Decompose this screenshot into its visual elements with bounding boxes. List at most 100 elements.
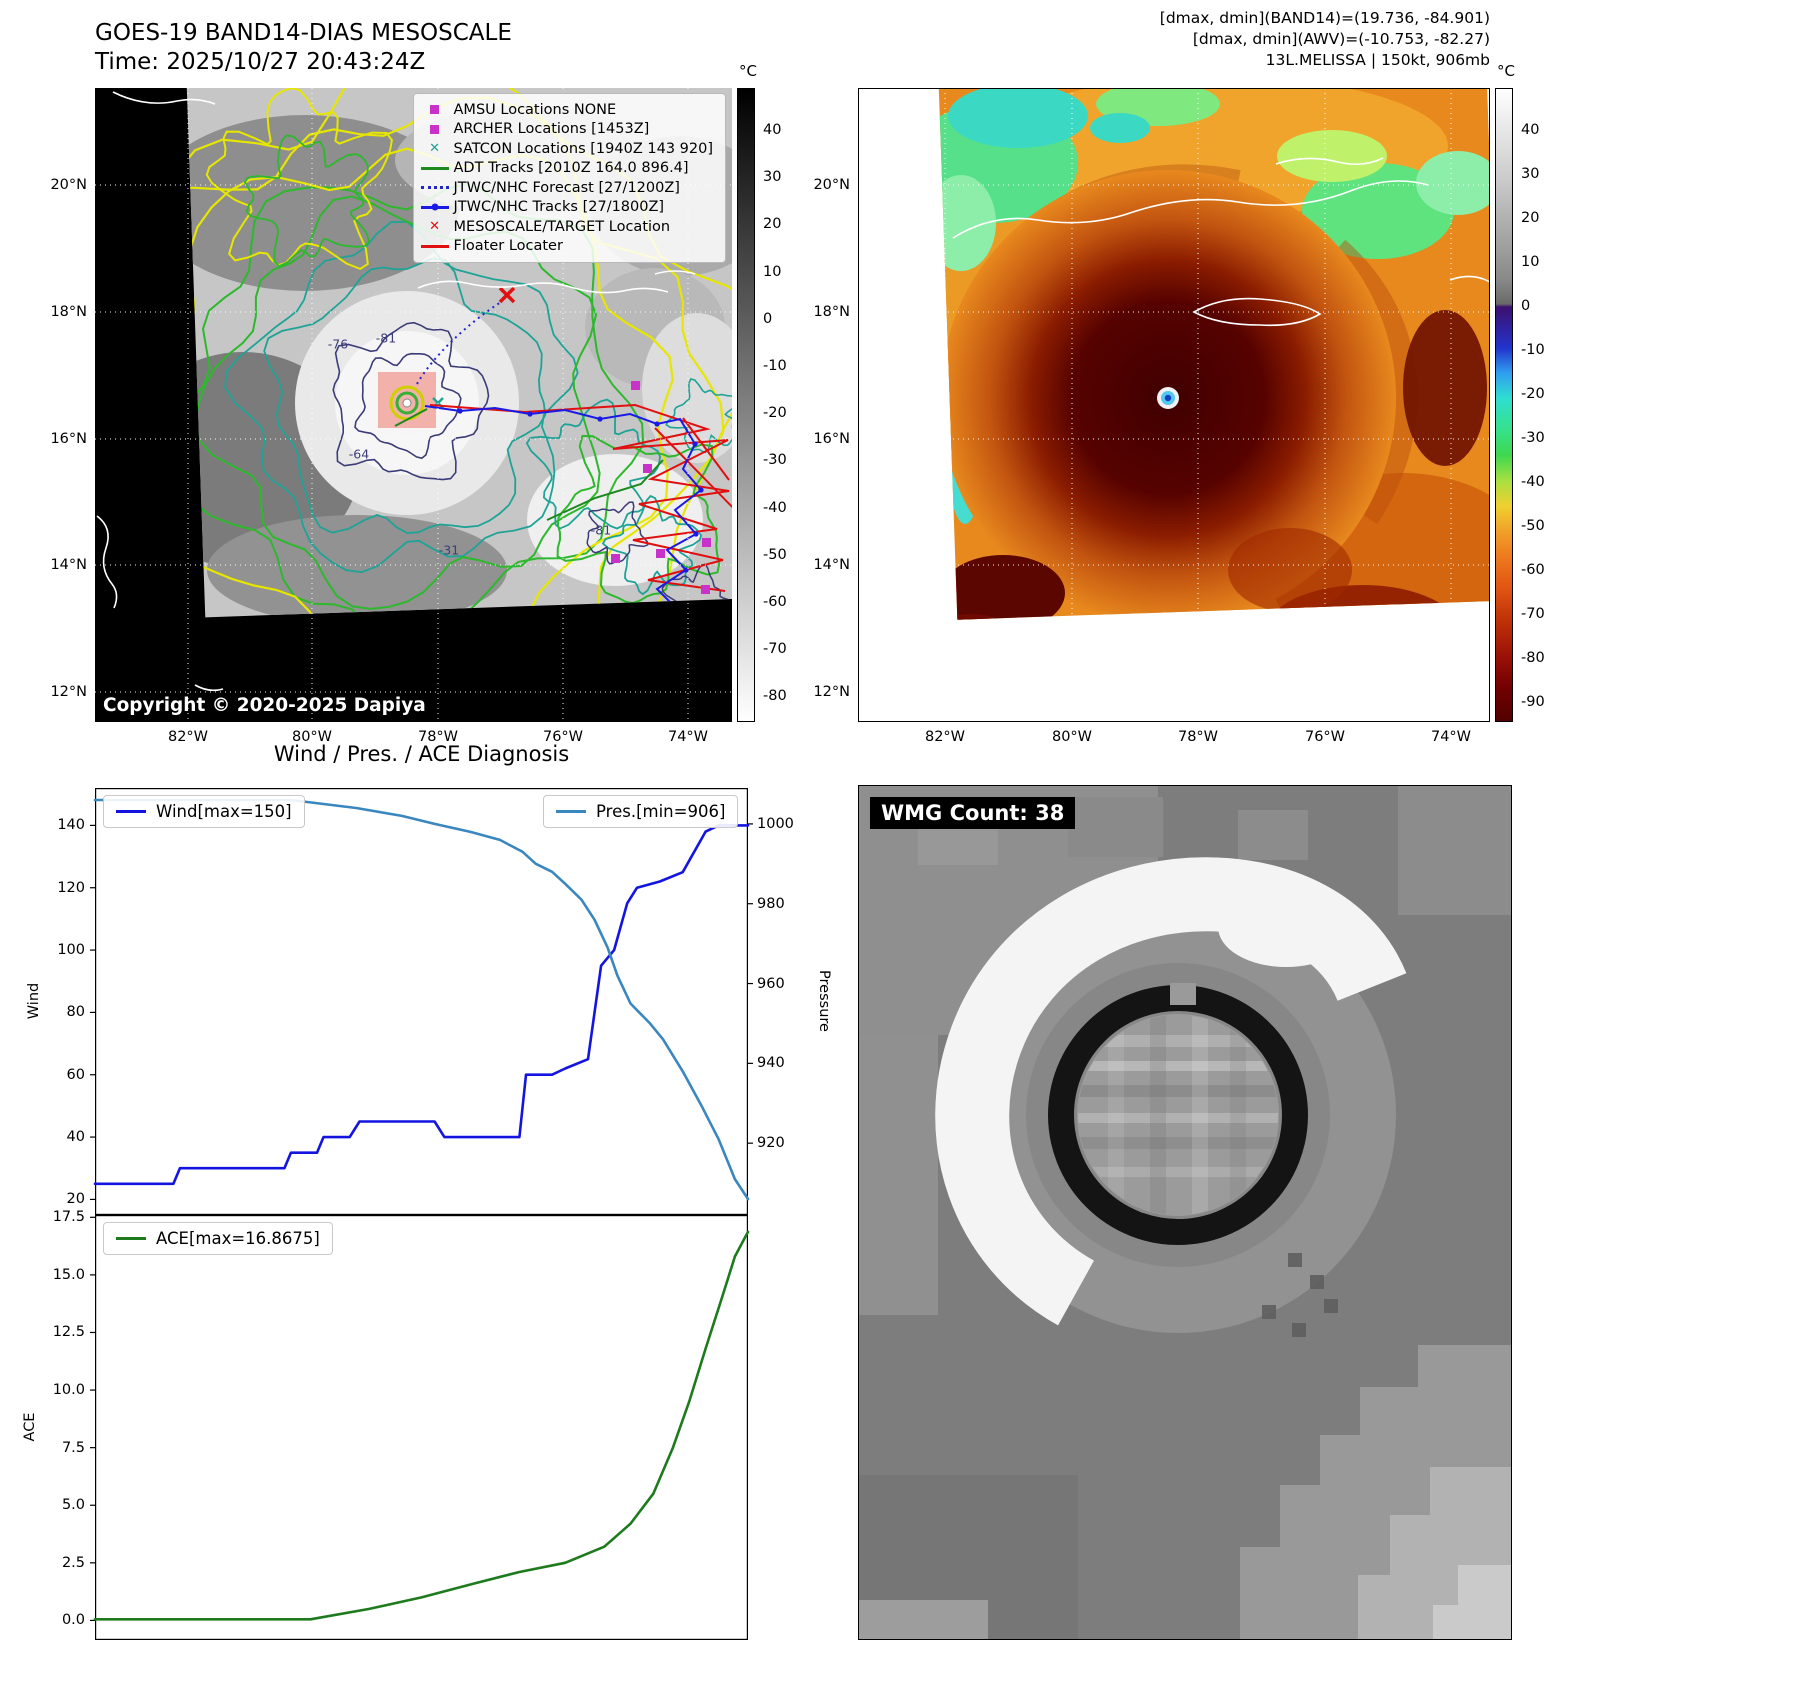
y-tick-label: 940 xyxy=(757,1055,785,1072)
legend-item-label: Wind[max=150] xyxy=(156,802,292,821)
y-tick-label: 120 xyxy=(57,879,85,896)
colorbar-tick-label: -60 xyxy=(763,594,787,610)
target-x-icon xyxy=(498,286,516,304)
dmax-dmin-band14-text: [dmax, dmin](BAND14)=(19.736, -84.901) xyxy=(1159,9,1490,27)
lon-tick-label: 78°W xyxy=(417,729,459,745)
lat-tick-label: 20°N xyxy=(50,177,87,193)
colorbar-tick-label: -40 xyxy=(1521,474,1545,490)
wmg-image xyxy=(858,785,1512,1640)
lat-tick-label: 12°N xyxy=(813,684,850,700)
colorbar-tick-label: -70 xyxy=(763,641,787,658)
lon-tick-label: 80°W xyxy=(291,729,333,745)
lat-tick-label: 16°N xyxy=(50,431,87,447)
jtwc-track xyxy=(424,405,703,605)
line-icon xyxy=(116,1236,146,1241)
wind-pressure-chart xyxy=(90,788,753,1215)
awv-colorbar xyxy=(1495,88,1513,722)
graticule xyxy=(858,88,1490,722)
contour-label: -76 xyxy=(327,336,349,352)
wind-legend: Wind[max=150] xyxy=(103,795,305,828)
archer-location-markers xyxy=(611,381,711,594)
legend-item-label: ACE[max=16.8675] xyxy=(156,1229,320,1248)
y-tick-label: 2.5 xyxy=(61,1554,85,1571)
band14-colorbar xyxy=(737,88,755,722)
y-tick-label: 60 xyxy=(66,1066,85,1083)
legend-item-label: SATCON Locations [1940Z 143 920] xyxy=(453,140,713,157)
colorbar-tick-label: 10 xyxy=(763,263,782,280)
y-tick-label: 40 xyxy=(66,1129,85,1146)
awv-satellite-image xyxy=(858,88,1490,722)
colorbar-tick-label: -10 xyxy=(1521,342,1545,358)
square-icon xyxy=(416,124,454,134)
colorbar-tick-label: -40 xyxy=(763,499,787,516)
colorbar-tick-label: -50 xyxy=(763,546,787,563)
band14-legend: AMSU Locations NONE ARCHER Locations [145… xyxy=(412,93,726,263)
legend-item-label: MESOSCALE/TARGET Location xyxy=(453,218,671,235)
dmax-dmin-awv-text: [dmax, dmin](AWV)=(-10.753, -82.27) xyxy=(1192,29,1490,48)
legend-item-label: JTWC/NHC Forecast [27/1200Z] xyxy=(453,179,680,196)
awv-map xyxy=(858,88,1490,722)
awv-colorbar-unit: °C xyxy=(1497,62,1515,80)
ace-axis-label: ACE xyxy=(22,1412,38,1442)
ace-legend: ACE[max=16.8675] xyxy=(103,1222,333,1255)
colorbar-tick-label: -90 xyxy=(1521,694,1545,710)
pressure-legend: Pres.[min=906] xyxy=(543,795,739,828)
colorbar-tick-label: -20 xyxy=(1521,386,1545,402)
colorbar-tick-label: -30 xyxy=(763,452,787,469)
colorbar-tick-label: 30 xyxy=(1521,166,1540,182)
wmg-count-label: WMG Count: 38 xyxy=(870,797,1076,829)
lon-tick-label: 76°W xyxy=(1304,729,1346,745)
legend-item: Wind[max=150] xyxy=(116,802,292,821)
awv-header: [dmax, dmin](BAND14)=(19.736, -84.901) [… xyxy=(960,8,1490,71)
pressure-axis-label: Pressure xyxy=(816,970,832,1032)
colorbar-tick-label: 40 xyxy=(1521,122,1540,138)
dotted-line-icon xyxy=(416,186,454,190)
colorbar-tick-label: 20 xyxy=(1521,210,1540,226)
band14-map: AMSU Locations NONE ARCHER Locations [145… xyxy=(95,88,732,722)
coastlines xyxy=(952,157,1490,327)
y-tick-label: 12.5 xyxy=(52,1324,85,1341)
y-tick-label: 80 xyxy=(66,1004,85,1021)
band14-title: GOES-19 BAND14-DIAS MESOSCALE xyxy=(95,20,512,46)
line-dot-icon xyxy=(416,203,454,211)
contour-label: -81 xyxy=(590,522,612,538)
colorbar-tick-label: 40 xyxy=(763,122,782,138)
storm-status-text: 13L.MELISSA | 150kt, 906mb xyxy=(1265,50,1490,69)
lat-tick-label: 12°N xyxy=(50,684,87,700)
lon-tick-label: 82°W xyxy=(924,729,966,745)
y-tick-label: 7.5 xyxy=(61,1439,85,1456)
lat-tick-label: 14°N xyxy=(50,557,87,573)
lon-tick-label: 80°W xyxy=(1051,729,1093,745)
lat-tick-label: 18°N xyxy=(813,304,850,320)
lon-tick-label: 74°W xyxy=(667,729,709,745)
colorbar-tick-label: -30 xyxy=(1521,430,1545,446)
y-tick-label: 10.0 xyxy=(52,1382,85,1399)
lon-tick-label: 82°W xyxy=(167,729,209,745)
colorbar-tick-label: 20 xyxy=(763,216,782,233)
legend-item: AMSU Locations NONE xyxy=(416,100,713,120)
lon-tick-label: 76°W xyxy=(542,729,584,745)
diagnosis-title: Wind / Pres. / ACE Diagnosis xyxy=(273,742,570,766)
y-tick-label: 0.0 xyxy=(61,1612,85,1629)
colorbar-tick-label: -60 xyxy=(1521,562,1545,578)
colorbar-tick-label: -20 xyxy=(763,405,787,422)
lat-tick-label: 18°N xyxy=(50,304,87,320)
wmg-panel: WMG Count: 38 xyxy=(858,785,1512,1640)
line-icon xyxy=(416,166,454,170)
y-tick-label: 1000 xyxy=(757,815,794,832)
y-tick-label: 980 xyxy=(757,895,785,912)
colorbar-tick-label: -50 xyxy=(1521,518,1545,534)
legend-item: ADT Tracks [2010Z 164.0 896.4] xyxy=(416,159,713,179)
line-icon xyxy=(116,809,146,814)
y-tick-label: 140 xyxy=(57,817,85,834)
y-tick-label: 5.0 xyxy=(61,1497,85,1514)
contour-label: -81 xyxy=(375,330,397,346)
legend-item-label: JTWC/NHC Tracks [27/1800Z] xyxy=(453,199,665,216)
y-tick-label: 920 xyxy=(757,1135,785,1152)
legend-item: Pres.[min=906] xyxy=(556,802,725,821)
lat-tick-label: 14°N xyxy=(813,557,850,573)
storm-eye-marker xyxy=(402,398,412,408)
contour-label: -31 xyxy=(438,542,460,558)
legend-item: ACE[max=16.8675] xyxy=(116,1229,320,1248)
